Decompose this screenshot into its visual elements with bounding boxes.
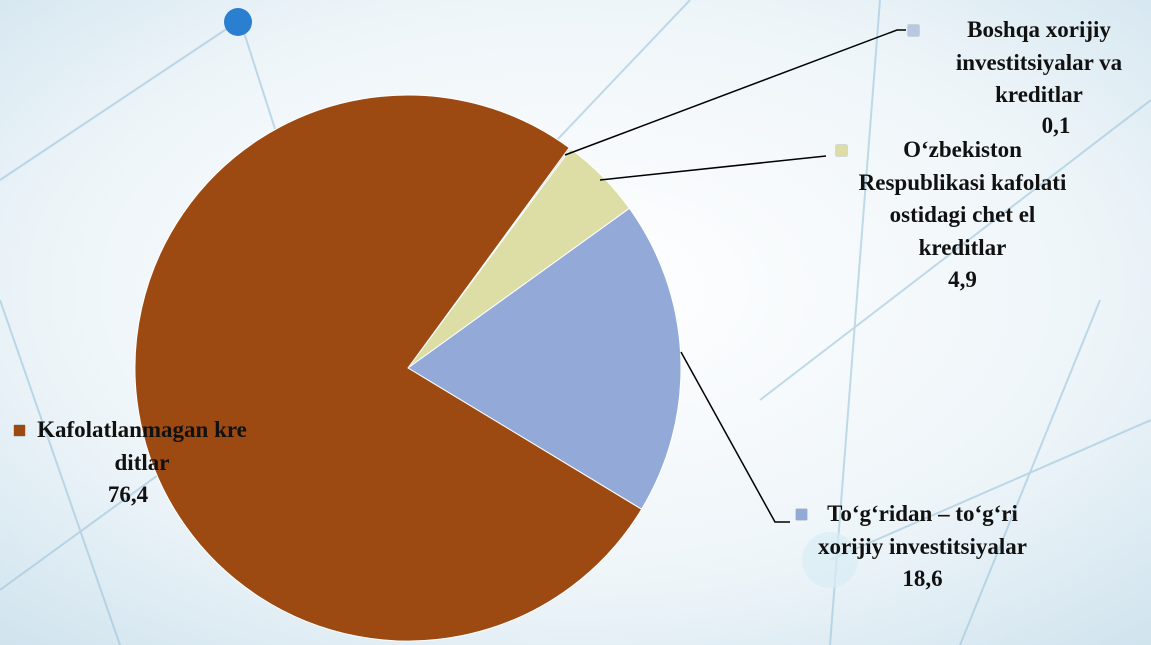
category-label: O‘zbekiston Respublikasi kafolati ostida… [858, 137, 1067, 260]
pie-slice [407, 207, 682, 510]
value-label: 18,6 [902, 566, 943, 591]
legend-marker [14, 425, 25, 436]
legend-marker [796, 509, 807, 520]
decoration-glow [802, 532, 858, 588]
legend-marker [836, 145, 847, 156]
data-label: To‘g‘ridan – to‘g‘ri xorijiy investitsiy… [815, 498, 1030, 596]
data-label: Kafolatlanmagan kreditlar 76,4 [36, 414, 248, 512]
category-label: To‘g‘ridan – to‘g‘ri xorijiy investitsiy… [818, 501, 1027, 559]
leader-lines [564, 29, 906, 523]
value-label: 0,1 [1041, 112, 1071, 138]
pie-slice [134, 94, 643, 642]
category-label: Kafolatlanmagan kreditlar [37, 417, 247, 475]
category-label: Boshqa xorijiy investitsiyalar va kredit… [955, 17, 1123, 107]
value-label: 76,4 [107, 482, 149, 507]
value-label: 4,9 [948, 267, 977, 292]
pie [134, 94, 682, 642]
data-label: Boshqa xorijiy investitsiyalar va kredit… [928, 14, 1150, 142]
legend-marker [908, 25, 919, 36]
decoration-dot [224, 8, 252, 36]
data-label: O‘zbekiston Respublikasi kafolati ostida… [855, 134, 1070, 297]
